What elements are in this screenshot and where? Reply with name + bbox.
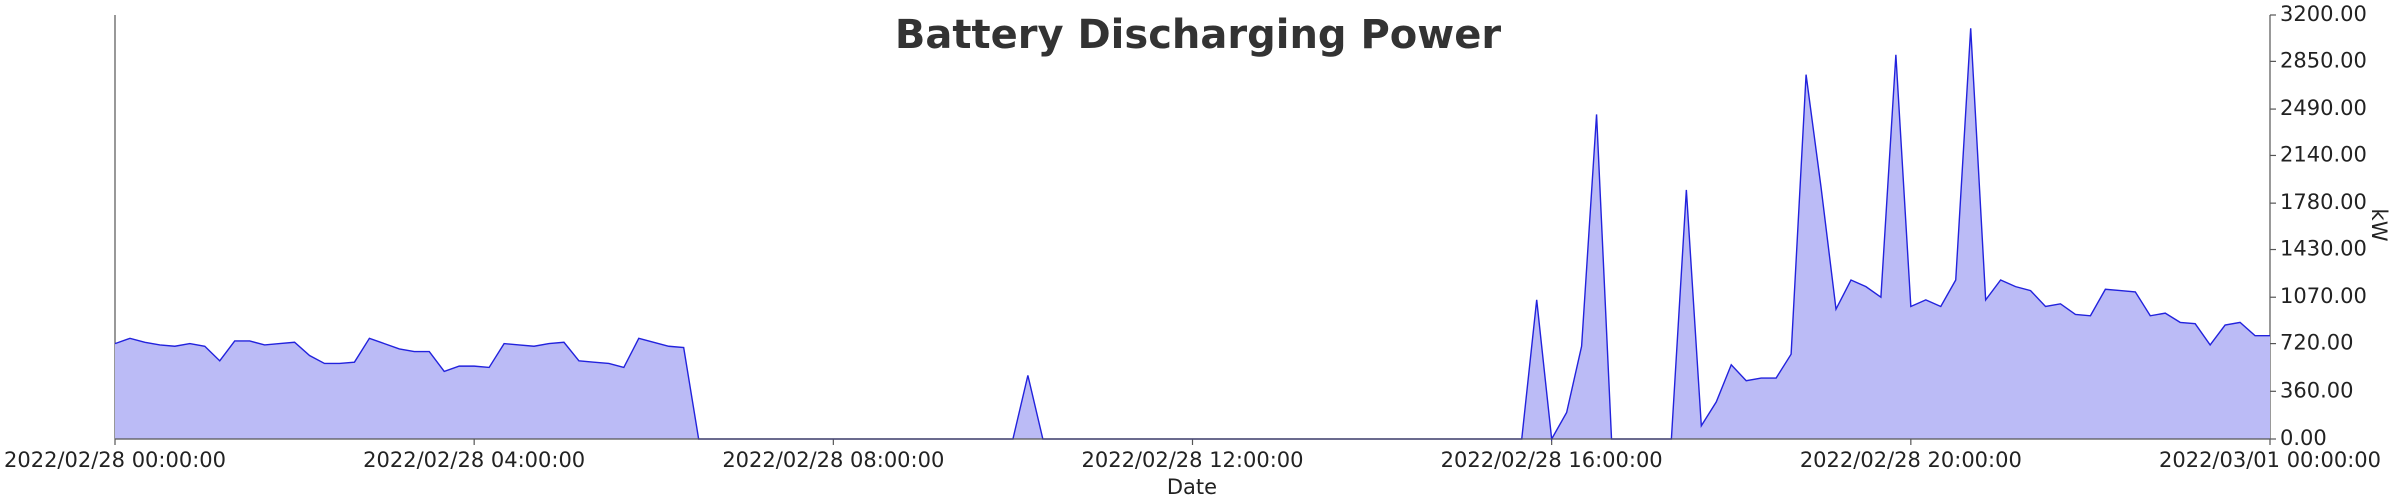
chart-title: Battery Discharging Power [895, 12, 1501, 58]
x-tick-label: 2022/02/28 12:00:00 [1081, 448, 1303, 472]
x-tick-label: 2022/02/28 00:00:00 [4, 448, 226, 472]
y-tick-label: 2490.00 [2280, 96, 2367, 120]
y-tick-label: 2850.00 [2280, 48, 2367, 72]
y-tick-label: 1780.00 [2280, 190, 2367, 214]
y-axis-label: kW [2367, 209, 2391, 242]
area [115, 28, 2270, 439]
y-tick-label: 2140.00 [2280, 142, 2367, 166]
y-tick-label: 3200.00 [2280, 2, 2367, 26]
x-axis-label: Date [1167, 475, 1217, 499]
y-tick-label: 720.00 [2280, 331, 2353, 355]
y-tick-label: 0.00 [2280, 426, 2327, 450]
x-tick-label: 2022/02/28 16:00:00 [1441, 448, 1663, 472]
x-tick-label: 2022/02/28 08:00:00 [722, 448, 944, 472]
y-tick-label: 1430.00 [2280, 237, 2367, 261]
y-tick-label: 360.00 [2280, 378, 2353, 402]
x-tick-label: 2022/03/01 00:00:00 [2159, 448, 2381, 472]
y-tick-label: 1070.00 [2280, 284, 2367, 308]
x-tick-label: 2022/02/28 20:00:00 [1800, 448, 2022, 472]
x-tick-label: 2022/02/28 04:00:00 [363, 448, 585, 472]
